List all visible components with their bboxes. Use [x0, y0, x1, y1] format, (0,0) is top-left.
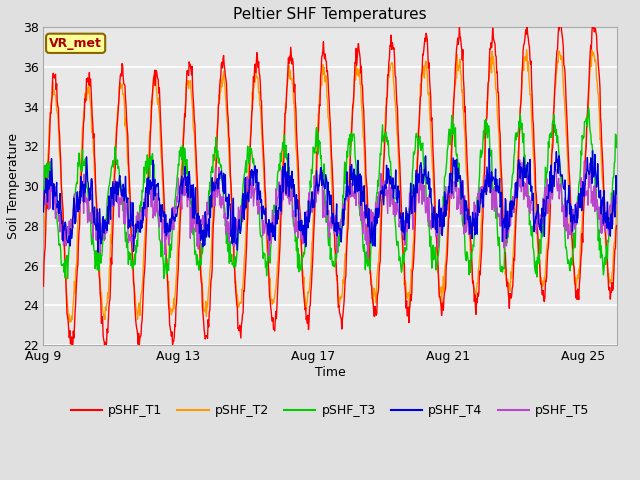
pSHF_T2	[292, 148, 300, 154]
pSHF_T2	[40, 246, 47, 252]
pSHF_T2	[99, 307, 106, 312]
pSHF_T1	[612, 223, 620, 228]
pSHF_T5	[271, 234, 279, 240]
pSHF_T5	[612, 201, 620, 206]
pSHF_T3	[64, 276, 72, 282]
pSHF_T1	[292, 128, 300, 133]
pSHF_T3	[40, 190, 47, 196]
pSHF_T1	[101, 351, 109, 357]
pSHF_T4	[434, 212, 442, 218]
pSHF_T2	[434, 269, 442, 275]
pSHF_T4	[498, 208, 506, 214]
Text: VR_met: VR_met	[49, 37, 102, 50]
pSHF_T5	[487, 178, 495, 183]
pSHF_T2	[272, 286, 280, 291]
pSHF_T2	[66, 319, 74, 325]
Legend: pSHF_T1, pSHF_T2, pSHF_T3, pSHF_T4, pSHF_T5: pSHF_T1, pSHF_T2, pSHF_T3, pSHF_T4, pSHF…	[66, 399, 595, 422]
pSHF_T1	[40, 283, 47, 289]
pSHF_T2	[487, 64, 495, 70]
pSHF_T5	[364, 254, 371, 260]
pSHF_T4	[272, 206, 280, 212]
pSHF_T5	[98, 222, 106, 228]
Title: Peltier SHF Temperatures: Peltier SHF Temperatures	[233, 7, 427, 22]
pSHF_T3	[487, 153, 495, 159]
pSHF_T1	[557, 15, 565, 21]
pSHF_T2	[523, 47, 531, 53]
Line: pSHF_T3: pSHF_T3	[44, 108, 616, 279]
pSHF_T5	[497, 205, 505, 211]
pSHF_T4	[40, 209, 47, 215]
pSHF_T4	[94, 249, 102, 255]
Line: pSHF_T4: pSHF_T4	[44, 148, 616, 252]
pSHF_T1	[434, 253, 442, 259]
pSHF_T3	[272, 197, 280, 203]
pSHF_T3	[434, 254, 442, 260]
pSHF_T5	[292, 211, 300, 216]
pSHF_T2	[497, 182, 505, 188]
pSHF_T5	[40, 205, 47, 211]
pSHF_T4	[292, 192, 300, 198]
pSHF_T1	[272, 309, 280, 314]
Line: pSHF_T5: pSHF_T5	[44, 160, 616, 257]
pSHF_T2	[612, 202, 620, 208]
pSHF_T5	[516, 157, 524, 163]
pSHF_T1	[487, 40, 495, 46]
pSHF_T4	[612, 191, 620, 197]
X-axis label: Time: Time	[315, 366, 346, 379]
pSHF_T3	[99, 242, 106, 248]
pSHF_T1	[497, 168, 505, 173]
pSHF_T1	[98, 316, 106, 322]
pSHF_T3	[585, 105, 593, 110]
pSHF_T4	[488, 169, 495, 175]
pSHF_T3	[497, 268, 505, 274]
pSHF_T4	[99, 220, 106, 226]
Line: pSHF_T1: pSHF_T1	[44, 18, 616, 354]
Line: pSHF_T2: pSHF_T2	[44, 50, 616, 322]
pSHF_T3	[292, 248, 300, 253]
pSHF_T5	[434, 225, 442, 231]
pSHF_T4	[485, 145, 493, 151]
Y-axis label: Soil Temperature: Soil Temperature	[7, 133, 20, 239]
pSHF_T3	[612, 145, 620, 151]
